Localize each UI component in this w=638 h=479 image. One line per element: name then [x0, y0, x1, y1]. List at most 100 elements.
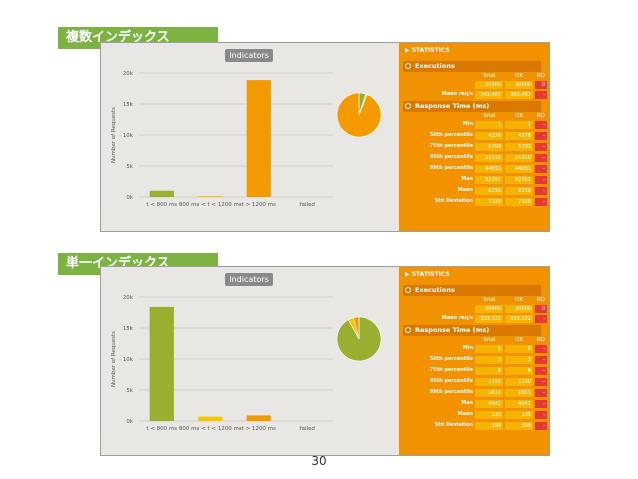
resp-ko-cell: -	[535, 378, 547, 386]
y-tick-label: 10k	[123, 357, 134, 363]
response-time-header[interactable]: Response Time (ms)	[403, 101, 541, 112]
resp-total-cell: 8250	[475, 187, 503, 195]
exec-ok-cell: 20000	[505, 305, 533, 313]
x-tick-label: failed	[300, 426, 315, 432]
resp-col-ko: KO	[537, 113, 545, 119]
indicators-tab[interactable]: Indicators	[225, 49, 273, 62]
y-tick-label: 0k	[126, 419, 133, 425]
exec-total-cell: 20000	[475, 305, 503, 313]
report-screenshot-single: Indicators 0k 5k 10k 15k 20k Number of Reques…	[100, 266, 550, 456]
statistics-title: ▶ STATISTICS	[405, 47, 450, 54]
bar-1[interactable]	[198, 416, 223, 421]
resp-total-cell: 5704	[475, 143, 503, 151]
resp-ok-cell: 1811	[505, 389, 533, 397]
pie-slice-2[interactable]	[353, 316, 360, 340]
pie-slice-2[interactable]	[336, 92, 382, 138]
resp-col-total: Total	[482, 113, 496, 119]
resp-row-label: 99th percentile	[429, 389, 473, 395]
resp-row-label: 75th percentile	[429, 367, 473, 373]
x-tick-label: failed	[300, 202, 315, 208]
resp-row-label: Std Deviation	[434, 422, 473, 428]
y-tick-label: 10k	[123, 133, 134, 139]
resp-total-cell: 7320	[475, 198, 503, 206]
resp-total-cell: 21010	[475, 154, 503, 162]
x-tick-label: 800 ms < t < 1200 ms	[179, 426, 242, 432]
resp-ko-cell: -	[535, 400, 547, 408]
exec-ko-cell: 0	[535, 305, 547, 313]
exec-ok-cell: 333.122	[505, 315, 533, 323]
requests-bar-chart: 0k 5k 10k 15k 20k Number of Requests t < 800 m…	[111, 71, 382, 208]
response-time-header[interactable]: Response Time (ms)	[403, 325, 541, 336]
y-axis-label: Number of Requests	[111, 107, 117, 163]
resp-total-cell: 8	[475, 367, 503, 375]
bar-0[interactable]	[149, 306, 174, 421]
resp-row-label: 50th percentile	[429, 132, 473, 138]
y-tick-label: 20k	[123, 71, 134, 77]
chart-panel: Indicators 0k 5k 10k 15k 20k Number of Reques…	[101, 267, 397, 455]
resp-total-cell: 1150	[475, 378, 503, 386]
resp-col-ok: OK	[515, 113, 523, 119]
statistics-panel: ▶ STATISTICS Executions Total OK KO 2000…	[399, 267, 549, 455]
x-tick-label: t < 800 ms	[146, 202, 177, 208]
resp-ko-cell: -	[535, 176, 547, 184]
resp-ko-cell: -	[535, 356, 547, 364]
resp-ok-cell: 1150	[505, 378, 533, 386]
requests-bar-chart: 0k 5k 10k 15k 20k Number of Requests t < 800 m…	[111, 295, 382, 432]
executions-header[interactable]: Executions	[403, 285, 541, 296]
resp-ok-cell: 52351	[505, 176, 533, 184]
resp-ko-cell: -	[535, 154, 547, 162]
resp-ok-cell: 4041	[505, 400, 533, 408]
y-tick-label: 15k	[123, 326, 134, 332]
x-tick-label: t > 1200 ms	[242, 426, 276, 432]
resp-ok-cell: 3	[505, 356, 533, 364]
resp-ko-cell: -	[535, 121, 547, 129]
clock-icon	[405, 103, 411, 109]
exec-col-ok: OK	[515, 73, 523, 79]
resp-ok-cell: 1	[505, 121, 533, 129]
indicators-tab[interactable]: Indicators	[225, 273, 273, 286]
resp-row-label: Max	[461, 400, 473, 406]
resp-ko-cell: -	[535, 198, 547, 206]
resp-row-label: Mean	[457, 187, 473, 193]
bar-2[interactable]	[246, 415, 271, 421]
resp-ok-cell: 8250	[505, 187, 533, 195]
statistics-title: ▶ STATISTICS	[405, 271, 450, 278]
exec-ok-cell: 20000	[505, 81, 533, 89]
executions-icon	[405, 287, 411, 293]
exec-col-ko: KO	[537, 297, 545, 303]
resp-total-cell: 44031	[475, 165, 503, 173]
resp-total-cell: 399	[475, 422, 503, 430]
executions-header[interactable]: Executions	[403, 61, 541, 72]
resp-total-cell: 4378	[475, 132, 503, 140]
exec-ko-cell: 0	[535, 81, 547, 89]
x-tick-label: 800 ms < t < 1200 ms	[179, 202, 242, 208]
bar-2[interactable]	[246, 80, 271, 197]
bar-1[interactable]	[198, 196, 223, 197]
y-tick-label: 15k	[123, 102, 134, 108]
resp-ok-cell: 4378	[505, 132, 533, 140]
resp-row-label: Max	[461, 176, 473, 182]
resp-ok-cell: 135	[505, 411, 533, 419]
clock-icon	[405, 327, 411, 333]
resp-row-label: 95th percentile	[429, 378, 473, 384]
exec-col-ok: OK	[515, 297, 523, 303]
resp-total-cell: 0	[475, 345, 503, 353]
exec-row-label: Mean req/s	[441, 315, 473, 321]
resp-ko-cell: -	[535, 187, 547, 195]
statistics-panel: ▶ STATISTICS Executions Total OK KO 2000…	[399, 43, 549, 231]
resp-total-cell: 52351	[475, 176, 503, 184]
resp-total-cell: 4041	[475, 400, 503, 408]
y-tick-label: 5k	[126, 164, 133, 170]
chart-panel: Indicators 0k 5k 10k 15k 20k Number of Reques…	[101, 43, 397, 231]
x-tick-label: t > 1200 ms	[242, 202, 276, 208]
resp-total-cell: 135	[475, 411, 503, 419]
y-tick-label: 20k	[123, 295, 134, 301]
resp-ko-cell: -	[535, 422, 547, 430]
resp-ko-cell: -	[535, 389, 547, 397]
exec-row-label: Mean req/s	[441, 91, 473, 97]
bar-0[interactable]	[149, 190, 174, 197]
resp-row-label: 50th percentile	[429, 356, 473, 362]
resp-ko-cell: -	[535, 367, 547, 375]
y-axis-label: Number of Requests	[111, 331, 117, 387]
resp-ko-cell: -	[535, 165, 547, 173]
